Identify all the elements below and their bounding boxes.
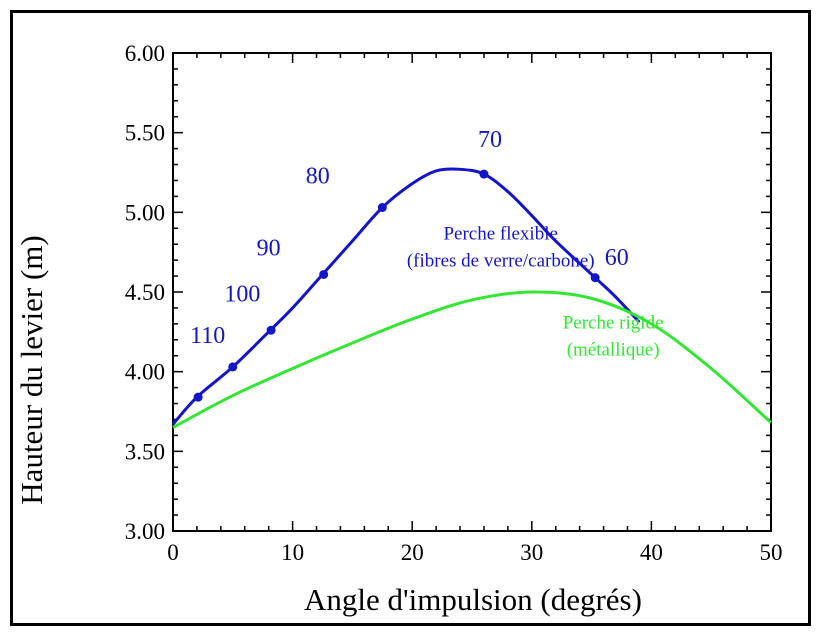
point-label: 80 <box>306 164 330 190</box>
y-tick-label: 5.50 <box>125 121 165 146</box>
point-label: 70 <box>478 127 502 153</box>
x-tick-label: 10 <box>281 540 304 565</box>
x-tick-label: 50 <box>760 540 783 565</box>
series-markers <box>193 169 600 402</box>
series-annotation: (métallique) <box>567 340 660 361</box>
y-tick-label: 3.00 <box>125 519 165 544</box>
data-point <box>319 269 329 279</box>
y-tick-label: 4.50 <box>125 280 165 305</box>
x-tick-label: 20 <box>401 540 424 565</box>
data-point <box>590 273 600 283</box>
point-label: 90 <box>257 235 281 261</box>
series-annotation: Perche rigide <box>563 313 664 334</box>
plot-border <box>172 52 772 532</box>
point-label: 110 <box>190 323 225 349</box>
y-tick-label: 3.50 <box>125 439 165 464</box>
chart-frame <box>10 10 811 626</box>
plot-area <box>172 52 772 532</box>
point-label: 60 <box>605 245 629 271</box>
data-point <box>479 169 489 179</box>
y-tick-label: 4.00 <box>125 360 165 385</box>
series-line-flexible <box>171 167 641 426</box>
data-point <box>228 362 238 372</box>
x-tick-label: 40 <box>640 540 663 565</box>
data-point <box>377 203 387 213</box>
data-point <box>266 325 276 335</box>
axis-ticks: 0 10 20 30 40 50 3.00 3.50 4.00 4.50 5.00 5.50 6.00 <box>125 41 783 565</box>
series-annotation: (fibres de verre/carbone) <box>407 251 595 272</box>
x-tick-label: 30 <box>520 540 543 565</box>
series-lines <box>171 167 773 429</box>
series-annotation: Perche flexible <box>443 223 557 244</box>
y-axis-label: Hauteur du levier (m) <box>14 235 49 504</box>
data-point <box>193 392 203 402</box>
series-line-rigid <box>172 290 773 429</box>
chart-labels: 110 100 90 80 70 60 Perche flexible (fibres de … <box>190 127 663 361</box>
x-tick-label: 0 <box>167 540 179 565</box>
y-tick-label: 6.00 <box>125 41 165 66</box>
point-label: 100 <box>224 282 260 308</box>
x-axis-label: Angle d'impulsion (degrés) <box>304 582 642 617</box>
y-tick-label: 5.00 <box>125 200 165 225</box>
